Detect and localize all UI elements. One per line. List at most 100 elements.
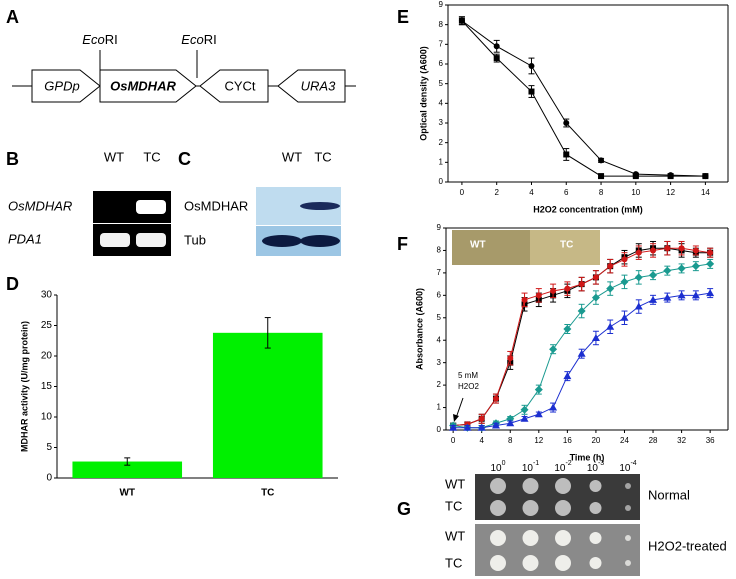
point bbox=[577, 307, 586, 316]
x-tick-label: 12 bbox=[534, 436, 543, 445]
panel-letter: D bbox=[6, 274, 19, 294]
point bbox=[677, 291, 686, 299]
site-label: EcoRI bbox=[82, 32, 117, 47]
y-tick-label: 9 bbox=[439, 0, 444, 9]
spot bbox=[522, 555, 539, 571]
panel-letter: C bbox=[178, 149, 191, 169]
point bbox=[520, 414, 529, 422]
point bbox=[649, 295, 658, 303]
dilution-exp: -2 bbox=[565, 460, 571, 467]
y-tick-label: 8 bbox=[437, 246, 442, 255]
point bbox=[535, 292, 542, 299]
point bbox=[606, 322, 615, 330]
band bbox=[262, 235, 302, 247]
dilution-base: 10 bbox=[490, 463, 502, 474]
x-tick-label: 4 bbox=[479, 436, 484, 445]
y-tick-label: 3 bbox=[437, 358, 442, 367]
point bbox=[592, 274, 599, 281]
spot bbox=[555, 500, 571, 516]
x-tick-label: 4 bbox=[529, 188, 534, 197]
y-tick-label: 5 bbox=[46, 442, 52, 453]
x-tick-label: 20 bbox=[591, 436, 600, 445]
x-tick-label: 16 bbox=[563, 436, 572, 445]
point bbox=[634, 302, 643, 310]
dilution-base: 10 bbox=[587, 463, 599, 474]
y-tick-label: 3 bbox=[439, 118, 444, 127]
point bbox=[702, 173, 709, 180]
y-tick-label: 0 bbox=[437, 425, 442, 434]
spot bbox=[625, 483, 631, 489]
band bbox=[100, 233, 130, 247]
spot bbox=[490, 478, 506, 494]
gene-label: OsMDHAR bbox=[110, 78, 176, 93]
x-tick-label: TC bbox=[261, 488, 274, 499]
spot bbox=[625, 535, 631, 541]
lane-label: TC bbox=[143, 149, 160, 164]
x-tick-label: 0 bbox=[451, 436, 456, 445]
point bbox=[449, 423, 458, 431]
bar bbox=[212, 332, 323, 478]
dilution-label: 10-2 bbox=[554, 460, 571, 474]
point bbox=[692, 247, 699, 254]
panel-letter: G bbox=[397, 499, 411, 519]
spot bbox=[589, 502, 602, 514]
point bbox=[578, 281, 585, 288]
gene-arrow bbox=[31, 69, 101, 103]
condition-label: H2O2-treated bbox=[648, 538, 727, 553]
row-label: OsMDHAR bbox=[184, 198, 248, 213]
point bbox=[607, 263, 614, 270]
bar bbox=[72, 461, 183, 478]
point bbox=[493, 55, 500, 62]
row-label: Tub bbox=[184, 232, 206, 247]
arrow-head bbox=[453, 414, 459, 422]
row-label: TC bbox=[445, 555, 462, 570]
inset-label: WT bbox=[470, 240, 486, 251]
y-tick-label: 7 bbox=[437, 268, 442, 277]
point bbox=[493, 43, 500, 50]
point bbox=[458, 17, 465, 24]
site-rest: RI bbox=[105, 32, 118, 47]
point bbox=[598, 173, 605, 180]
y-axis-label: Absorbance (A600) bbox=[414, 288, 424, 370]
spot bbox=[625, 505, 631, 511]
point bbox=[707, 249, 714, 256]
y-tick-label: 10 bbox=[41, 412, 53, 423]
series-line bbox=[461, 20, 706, 177]
point bbox=[598, 157, 605, 164]
point bbox=[534, 385, 543, 394]
x-tick-label: 12 bbox=[666, 188, 675, 197]
y-tick-label: 4 bbox=[439, 98, 444, 107]
row-label: WT bbox=[445, 528, 465, 543]
y-tick-label: 5 bbox=[439, 79, 444, 88]
point bbox=[506, 419, 515, 427]
dilution-exp: -4 bbox=[630, 460, 636, 467]
y-tick-label: 1 bbox=[437, 403, 442, 412]
spot bbox=[589, 557, 602, 569]
band bbox=[300, 235, 340, 247]
spot bbox=[555, 530, 571, 546]
band bbox=[136, 200, 166, 214]
site-rest: RI bbox=[204, 32, 217, 47]
point bbox=[706, 289, 715, 297]
inset-image bbox=[530, 230, 600, 265]
point bbox=[606, 284, 615, 293]
point bbox=[663, 293, 672, 301]
point bbox=[521, 296, 528, 303]
x-tick-label: 10 bbox=[631, 188, 640, 197]
point bbox=[678, 245, 685, 252]
gene-label: URA3 bbox=[301, 78, 336, 93]
point bbox=[591, 333, 600, 341]
lane-label: WT bbox=[104, 149, 124, 164]
point bbox=[492, 395, 499, 402]
x-tick-label: 0 bbox=[460, 188, 465, 197]
point bbox=[507, 355, 514, 362]
dilution-base: 10 bbox=[522, 463, 534, 474]
y-axis-label: Optical density (A600) bbox=[418, 46, 428, 141]
point bbox=[620, 313, 629, 321]
point bbox=[663, 266, 672, 275]
y-tick-label: 7 bbox=[439, 39, 444, 48]
y-tick-label: 15 bbox=[41, 381, 53, 392]
y-tick-label: 8 bbox=[439, 20, 444, 29]
point bbox=[549, 345, 558, 354]
